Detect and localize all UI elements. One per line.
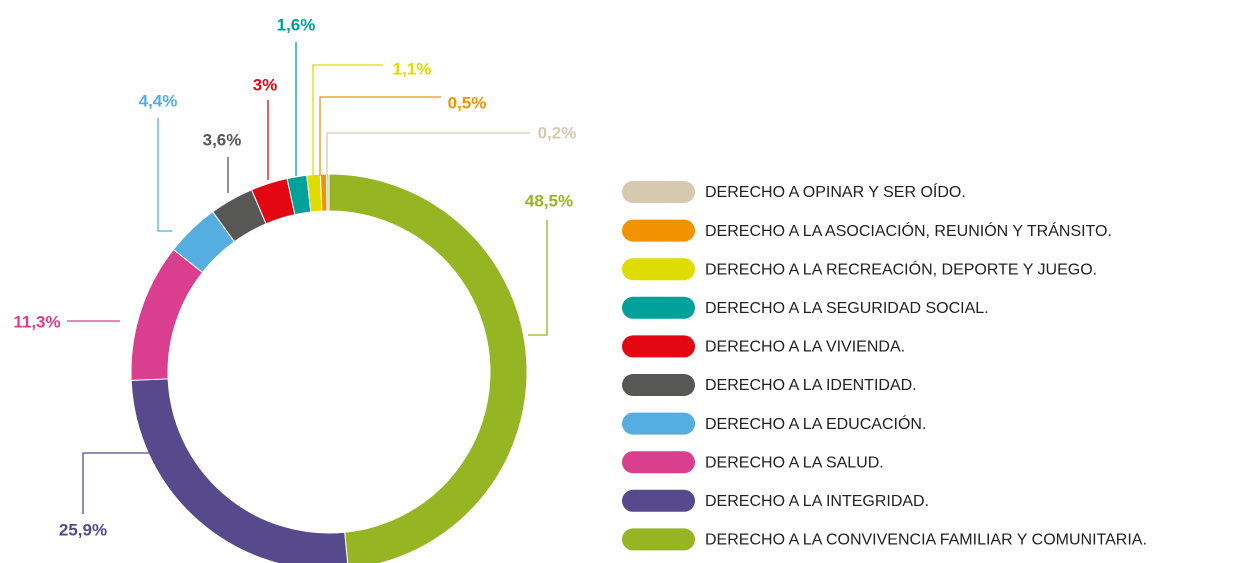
donut-slice bbox=[326, 173, 330, 212]
data-label: 0,5% bbox=[448, 93, 487, 112]
legend-label: DERECHO A LA CONVIVENCIA FAMILIAR Y COMU… bbox=[705, 532, 1147, 549]
legend-label: DERECHO A LA RECREACIÓN, DEPORTE Y JUEGO… bbox=[705, 259, 1097, 278]
legend-swatch bbox=[622, 219, 695, 242]
legend-swatch bbox=[622, 412, 695, 435]
leader-line bbox=[157, 118, 172, 232]
legend-label: DERECHO A OPINAR Y SER OÍDO. bbox=[705, 182, 966, 201]
data-label: 0,2% bbox=[538, 123, 577, 142]
data-label: 1,6% bbox=[277, 15, 316, 34]
leader-line bbox=[312, 64, 383, 178]
legend-label: DERECHO A LA SALUD. bbox=[705, 454, 884, 471]
legend-swatch bbox=[622, 451, 695, 474]
data-label: 11,3% bbox=[13, 312, 60, 331]
leader-line bbox=[319, 96, 441, 176]
data-label: 25,9% bbox=[59, 520, 107, 539]
donut-slice bbox=[130, 248, 204, 381]
legend-label: DERECHO A LA VIVIENDA. bbox=[705, 339, 905, 356]
legend-label: DERECHO A LA SEGURIDAD SOCIAL. bbox=[705, 300, 989, 317]
data-label: 1,1% bbox=[393, 59, 432, 78]
legend-swatch bbox=[622, 258, 695, 281]
legend-label: DERECHO A LA ASOCIACIÓN, REUNIÓN Y TRÁNS… bbox=[705, 221, 1112, 240]
donut-slice bbox=[319, 173, 328, 212]
data-label: 3% bbox=[253, 75, 278, 94]
legend-swatch bbox=[622, 528, 695, 551]
leader-line bbox=[326, 132, 530, 175]
legend-swatch bbox=[622, 296, 695, 319]
donut-slice bbox=[328, 173, 528, 563]
legend-swatch bbox=[622, 335, 695, 358]
data-label: 3,6% bbox=[203, 130, 242, 149]
data-label: 4,4% bbox=[139, 91, 178, 110]
legend-swatch bbox=[622, 181, 695, 203]
donut-slice bbox=[130, 378, 349, 563]
data-label: 48,5% bbox=[525, 191, 573, 210]
legend-swatch bbox=[622, 489, 695, 512]
legend-label: DERECHO A LA IDENTIDAD. bbox=[705, 377, 917, 394]
legend-swatch bbox=[622, 374, 695, 396]
leader-line bbox=[528, 220, 548, 336]
leader-line bbox=[82, 452, 150, 514]
legend-label: DERECHO A LA INTEGRIDAD. bbox=[705, 493, 929, 510]
legend-label: DERECHO A LA EDUCACIÓN. bbox=[705, 414, 926, 433]
